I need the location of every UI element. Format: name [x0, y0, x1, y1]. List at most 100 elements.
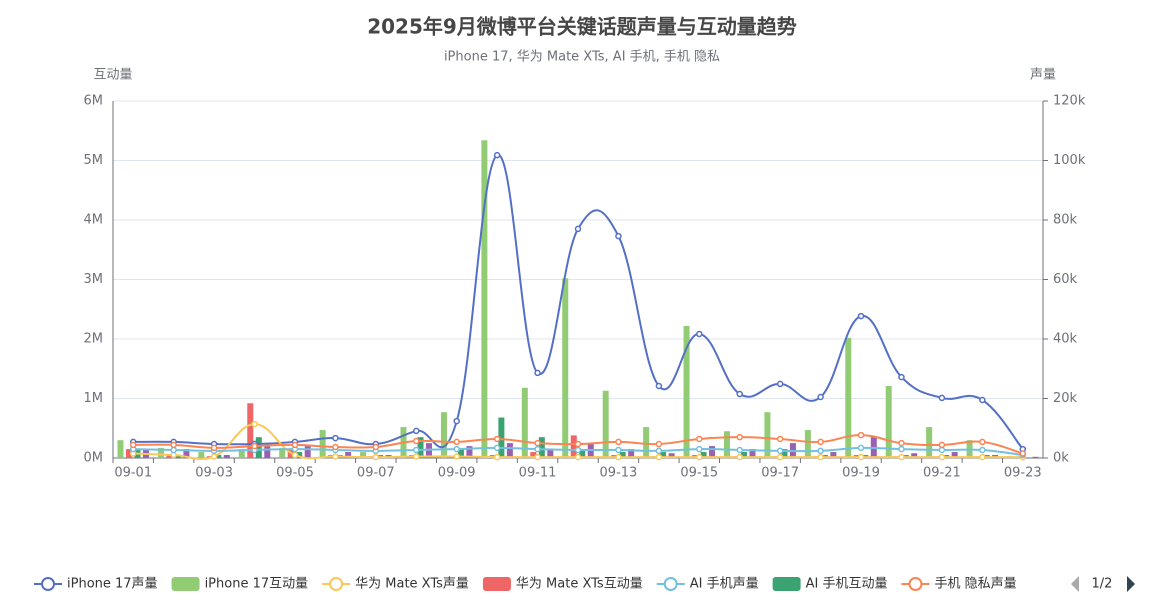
line-point: [574, 453, 582, 461]
bar: [538, 437, 545, 458]
y2-tick-label: 100k: [1053, 153, 1086, 168]
line-point: [210, 453, 218, 460]
y2-axis-title: 声量: [1030, 68, 1056, 83]
line-point: [776, 435, 784, 443]
line-point: [776, 447, 784, 455]
line-point: [615, 446, 622, 454]
line-point: [898, 373, 905, 381]
line-point: [493, 435, 501, 443]
bar: [255, 437, 262, 458]
chart-title: 2025年9月微博平台关键话题声量与互动量趋势: [367, 15, 797, 39]
line-point: [291, 441, 299, 449]
legend-icon: [41, 577, 55, 591]
y2-tick-label: 0k: [1053, 451, 1069, 466]
line-point: [817, 438, 824, 446]
bar: [723, 431, 730, 458]
x-tick-label: 09-17: [761, 466, 799, 481]
legend: iPhone 17声量 iPhone 17互动量 华为 Mate XTs声量 华为 M…: [34, 577, 1017, 592]
line-point: [696, 435, 703, 443]
y-tick-label: 2M: [84, 332, 104, 347]
line-point: [979, 446, 986, 454]
line-point: [615, 232, 622, 240]
bar: [264, 446, 271, 458]
legend-label: AI 手机声量: [690, 577, 759, 592]
bar: [547, 449, 554, 458]
line-point: [534, 445, 541, 453]
x-tick-label: 09-23: [1004, 466, 1042, 481]
x-tick-label: 09-15: [680, 466, 718, 481]
bar: [660, 452, 667, 458]
bar: [668, 453, 675, 458]
line-point: [979, 453, 986, 461]
y-tick-label: 6M: [84, 94, 104, 109]
line-point: [413, 453, 420, 460]
bar: [764, 412, 771, 458]
y2-tick-label: 120k: [1053, 94, 1086, 109]
line-point: [857, 453, 865, 461]
line-point: [372, 443, 380, 451]
line-point: [251, 420, 258, 428]
bar: [498, 417, 505, 458]
line-point: [453, 438, 460, 446]
y-tick-label: 0M: [84, 451, 104, 466]
x-tick-label: 09-13: [600, 466, 638, 481]
line-point: [615, 453, 622, 461]
legend-next[interactable]: [1127, 576, 1135, 592]
y-axis-title: 互动量: [93, 68, 132, 83]
bar: [157, 447, 164, 458]
line-point: [493, 453, 501, 461]
line-point: [655, 453, 663, 461]
line-point: [413, 427, 420, 435]
line-point: [857, 312, 865, 320]
line-point: [453, 445, 460, 453]
bar: [1024, 457, 1031, 458]
bar: [360, 452, 367, 458]
bar: [628, 449, 635, 458]
bar: [781, 449, 788, 458]
line-point: [979, 396, 986, 404]
bar: [296, 452, 303, 458]
line-point: [898, 445, 905, 453]
line-point: [170, 451, 177, 459]
x-tick-label: 09-09: [438, 466, 476, 481]
line-point: [129, 441, 137, 449]
chart-subtitle: iPhone 17, 华为 Mate XTs, AI 手机, 手机 隐私: [444, 50, 720, 65]
line-point: [170, 446, 177, 454]
line-point: [817, 453, 824, 461]
legend-label: 华为 Mate XTs互动量: [516, 577, 643, 592]
line-point: [898, 439, 905, 447]
bar: [602, 390, 609, 458]
y-tick-label: 1M: [84, 391, 104, 406]
bar: [319, 430, 326, 458]
line-point: [574, 440, 582, 448]
line-point: [655, 440, 663, 448]
bar: [345, 452, 352, 458]
x-tick-label: 09-07: [357, 466, 395, 481]
line-point: [736, 433, 743, 441]
line-point: [696, 453, 703, 461]
line-point: [979, 438, 986, 446]
line-point: [736, 446, 743, 454]
bar: [457, 449, 464, 458]
y2-tick-label: 80k: [1053, 213, 1078, 228]
line-point: [776, 380, 784, 388]
line-point: [574, 225, 582, 233]
bar: [579, 449, 586, 458]
y2-tick-label: 40k: [1053, 332, 1078, 347]
x-tick-label: 09-01: [114, 466, 152, 481]
bar: [1032, 456, 1039, 458]
line-point: [817, 393, 824, 401]
line-point: [696, 445, 703, 453]
x-tick-label: 09-11: [519, 466, 557, 481]
line-point: [453, 453, 460, 460]
y2-tick-label: 20k: [1053, 391, 1078, 406]
line-point: [534, 439, 541, 447]
bar: [125, 449, 132, 458]
y2-tick-label: 60k: [1053, 272, 1078, 287]
line-point: [291, 451, 299, 459]
legend-prev[interactable]: [1071, 576, 1079, 592]
line-point: [776, 453, 784, 461]
bar: [804, 430, 811, 458]
line-point: [938, 453, 946, 461]
